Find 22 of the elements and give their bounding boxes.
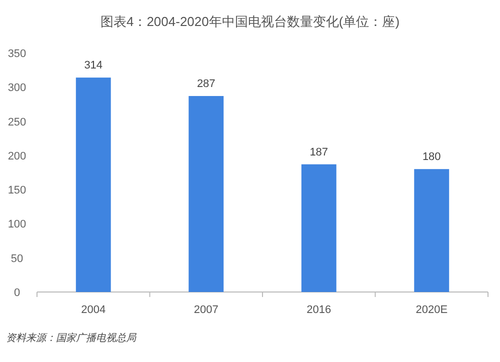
y-tick-label: 250 bbox=[8, 116, 26, 128]
data-label: 287 bbox=[196, 78, 216, 90]
x-tick-label: 2004 bbox=[81, 304, 106, 316]
data-label: 180 bbox=[422, 151, 441, 164]
y-tick-label: 150 bbox=[8, 184, 26, 197]
bar bbox=[301, 164, 336, 292]
y-tick-label: 200 bbox=[8, 150, 26, 162]
bar bbox=[76, 78, 111, 292]
x-tick-label: 2016 bbox=[306, 304, 332, 316]
y-tick-label: 100 bbox=[8, 218, 26, 231]
chart-title: 图表4：2004-2020年中国电视台数量变化(单位：座) bbox=[100, 14, 400, 29]
data-label: 314 bbox=[84, 60, 103, 72]
bar bbox=[188, 96, 224, 292]
data-label: 187 bbox=[310, 146, 328, 158]
x-tick-label: 2007 bbox=[194, 304, 218, 316]
bar bbox=[414, 169, 450, 292]
y-tick-label: 300 bbox=[8, 82, 26, 94]
y-tick-label: 0 bbox=[14, 287, 20, 299]
y-tick-label: 50 bbox=[10, 252, 24, 265]
y-tick-label: 350 bbox=[8, 48, 26, 60]
text: 资料来源：国家广播电视总局 bbox=[6, 332, 137, 344]
x-tick-label: 2020E bbox=[416, 304, 448, 316]
